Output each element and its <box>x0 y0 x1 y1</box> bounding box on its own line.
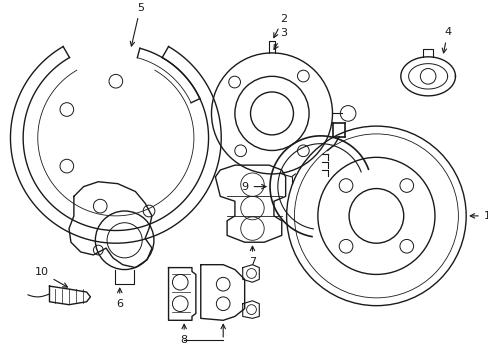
Text: 1: 1 <box>469 211 488 221</box>
Text: 9: 9 <box>241 181 265 192</box>
Text: 5: 5 <box>130 3 143 46</box>
Text: 6: 6 <box>116 288 123 309</box>
Text: 4: 4 <box>441 27 450 53</box>
Text: 3: 3 <box>273 28 286 49</box>
Text: 2: 2 <box>273 14 286 37</box>
Text: 7: 7 <box>248 246 256 267</box>
Text: 10: 10 <box>35 267 67 287</box>
Text: 8: 8 <box>180 324 187 345</box>
